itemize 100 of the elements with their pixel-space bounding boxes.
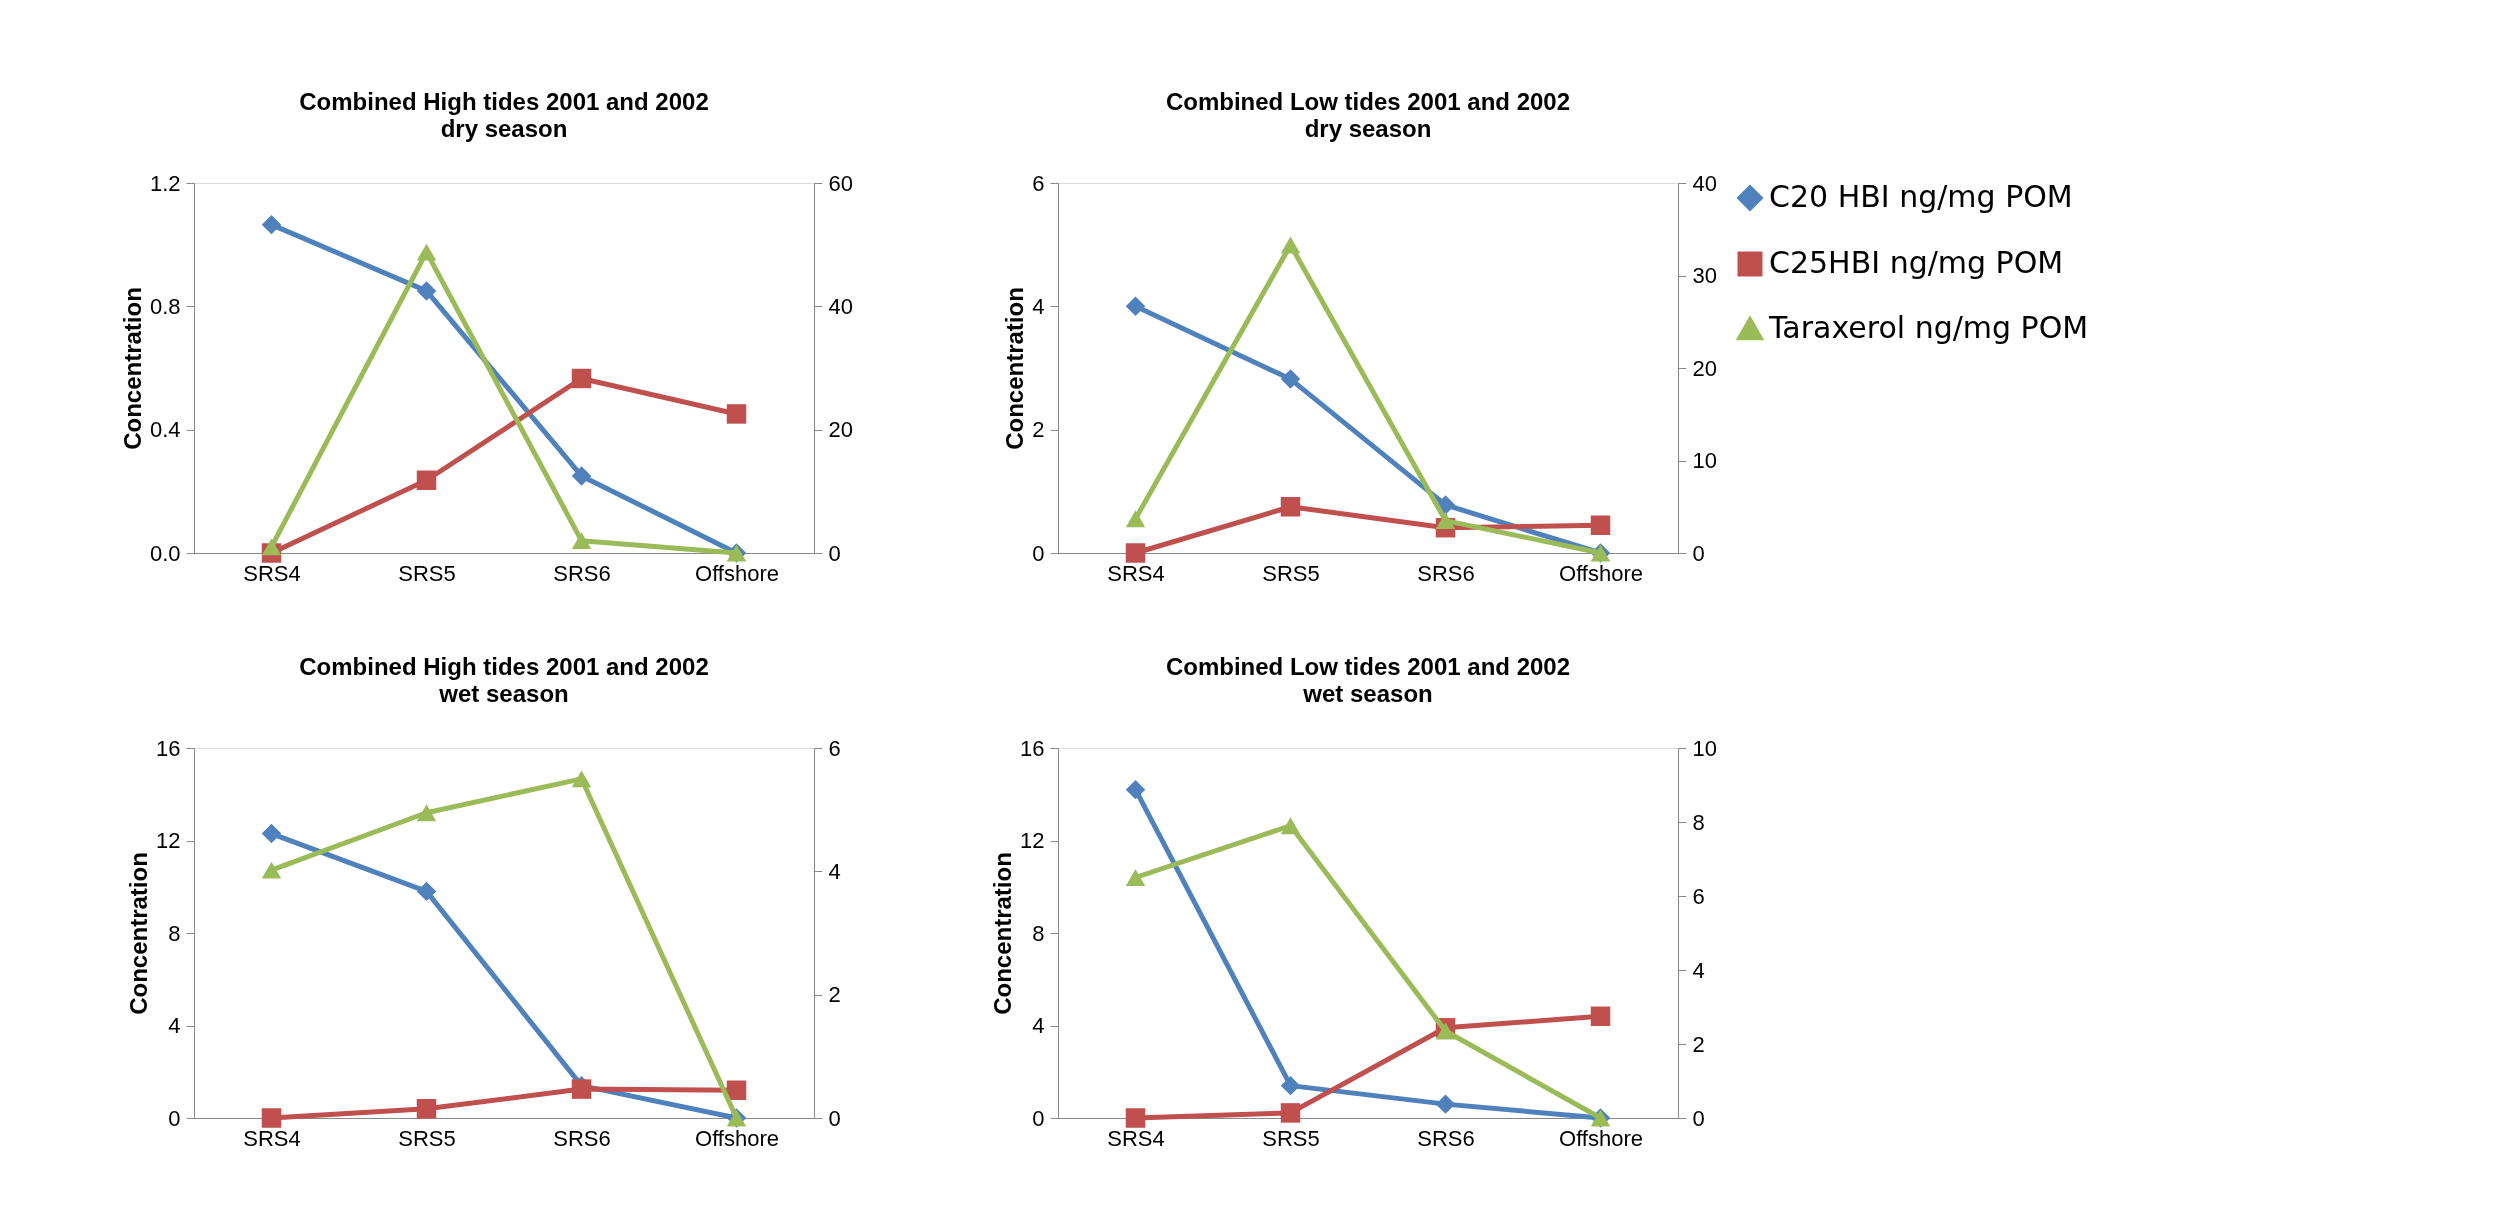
chart-title: Combined Low tides 2001 and 2002 [1165,88,1571,115]
point [261,1108,282,1128]
y2-tick-label: 2 [828,982,841,1008]
y-tick-label: 2 [1032,417,1045,443]
y-tick-label: 4 [1032,1013,1045,1038]
point [1125,510,1146,528]
x-tick-label: SRS4 [1107,1125,1165,1151]
x-tick-label: Offshore [1559,560,1643,586]
x-tick-label: SRS6 [553,1125,611,1151]
x-tick-label: SRS5 [1262,1125,1320,1151]
x-tick-label: SRS4 [1107,560,1165,586]
point [261,214,282,235]
y-tick-label: 0.8 [149,293,181,319]
point [1280,1075,1301,1096]
x-tick-label: SRS4 [243,1125,301,1151]
point [571,466,592,486]
y-tick-label: 16 [156,735,181,761]
y2-tick-label: 30 [1692,263,1717,288]
y-tick-label: 6 [1032,170,1045,196]
y-tick-label: 4 [168,1013,181,1038]
point [726,404,747,424]
point [1125,296,1146,317]
y-tick-label: 12 [156,828,181,853]
y2-tick-label: 6 [828,735,841,761]
point [1280,817,1301,835]
chart-subtitle: wet season [1302,680,1433,707]
y-tick-label: 8 [168,920,181,946]
y2-tick-label: 6 [1692,883,1705,909]
y2-tick-label: 20 [828,417,853,443]
chart-subtitle: dry season [440,115,568,142]
point [1435,1094,1456,1114]
y2-tick-label: 10 [1692,735,1717,761]
y2-tick-label: 60 [828,170,853,196]
point [1280,497,1301,517]
x-tick-label: SRS5 [398,1125,456,1151]
point [416,243,437,261]
x-tick-label: SRS4 [243,560,301,586]
y2-tick-label: 4 [1692,957,1705,983]
y2-tick-label: 10 [1692,448,1717,473]
point [571,770,592,788]
y2-tick-label: 4 [828,858,841,884]
y-axis-title: Concentration [989,852,1017,1015]
point [571,1079,592,1099]
point [261,861,282,879]
y-tick-label: 0.0 [149,540,181,566]
legend-label: C20 HBI ng/mg POM [1769,179,2073,214]
y-tick-label: 4 [1032,293,1045,319]
point [416,804,437,822]
chart-title: Combined High tides 2001 and 2002 [299,88,709,115]
x-tick-label: SRS5 [398,560,456,586]
y-tick-label: 12 [1020,828,1045,853]
y2-tick-label: 0 [1692,540,1705,566]
y-tick-label: 0 [1032,1105,1045,1131]
y2-tick-label: 40 [1692,170,1717,196]
x-tick-label: SRS5 [1262,560,1320,586]
x-tick-label: SRS6 [1417,1125,1475,1151]
x-tick-label: Offshore [1559,1125,1643,1151]
point [416,881,437,902]
chart-subtitle: wet season [438,680,569,707]
y-tick-label: 8 [1032,920,1045,946]
point [1125,779,1146,800]
chart-title: Combined Low tides 2001 and 2002 [1165,653,1571,680]
point [1280,1103,1301,1123]
point [726,1080,747,1100]
legend-label: Taraxerol ng/mg POM [1768,310,2089,345]
point [1280,369,1301,389]
point [571,532,592,550]
y-axis-title: Concentration [1001,287,1029,450]
x-tick-label: SRS6 [1417,560,1475,586]
y2-tick-label: 0 [828,540,841,566]
y-tick-label: 0 [1032,540,1045,566]
point [1280,236,1301,254]
y-tick-label: 0.4 [149,417,181,443]
point [416,470,437,490]
point [416,281,437,301]
point [1435,512,1456,530]
y-axis-title: Concentration [118,287,146,450]
point [1125,1108,1146,1128]
y-tick-label: 16 [1020,735,1045,761]
y2-tick-label: 20 [1692,355,1717,381]
chart-title: Combined High tides 2001 and 2002 [299,653,709,680]
chart-subtitle: dry season [1304,115,1432,142]
x-tick-label: Offshore [695,1125,779,1151]
point [261,538,282,556]
y2-tick-label: 0 [1692,1105,1705,1131]
x-tick-label: Offshore [695,560,779,586]
y2-tick-label: 0 [828,1105,841,1131]
point [261,823,282,844]
legend-label: C25HBI ng/mg POM [1769,245,2064,280]
y-axis-title: Concentration [125,852,153,1015]
y-tick-label: 0 [168,1105,181,1131]
point [416,1099,437,1119]
y-tick-label: 1.2 [149,170,181,196]
point [1590,515,1611,535]
y2-tick-label: 40 [828,293,853,319]
y2-tick-label: 8 [1692,809,1705,835]
point [1590,1006,1611,1026]
y2-tick-label: 2 [1692,1031,1705,1057]
point [571,368,592,389]
point [1125,869,1146,886]
